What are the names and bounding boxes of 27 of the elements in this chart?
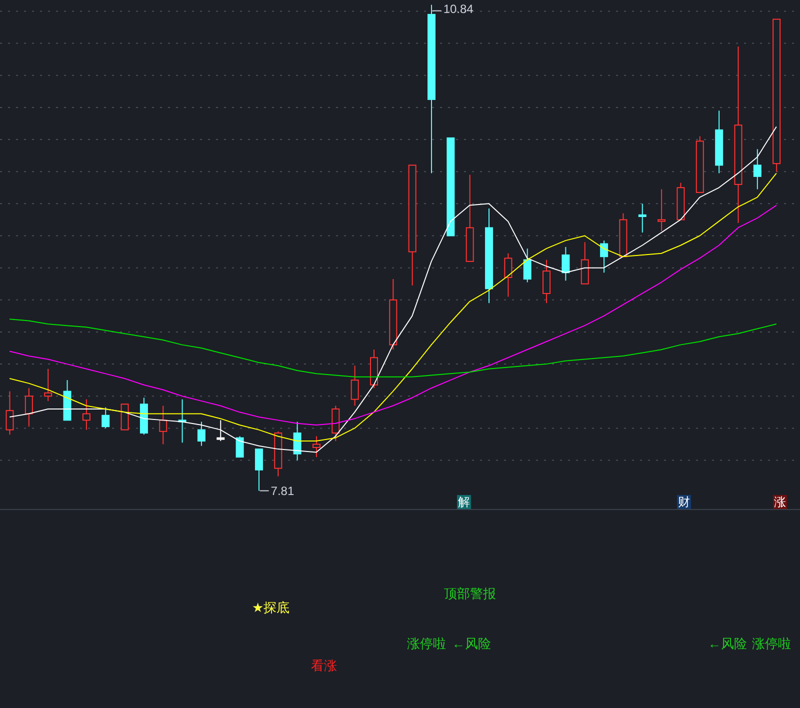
- candlestick: [485, 208, 494, 304]
- candlestick: [638, 203, 646, 234]
- candlestick: [159, 405, 168, 445]
- annotation: 解: [458, 495, 470, 509]
- candlestick: [350, 365, 359, 406]
- text: 涨停啦: [752, 636, 791, 651]
- text: ←风险: [452, 636, 491, 651]
- text: ←风险: [708, 636, 747, 651]
- text: ★探底: [252, 600, 290, 615]
- candlestick: [600, 240, 608, 274]
- text: 顶部警报: [444, 586, 496, 601]
- candlestick: [542, 259, 551, 304]
- candlestick: [753, 148, 762, 190]
- candlestick: [734, 46, 742, 224]
- candlestick: [293, 421, 302, 461]
- annotation: 7.81: [270, 484, 294, 498]
- annotation: 10.84: [443, 2, 474, 16]
- text: 看涨: [311, 658, 337, 673]
- candlestick: [715, 110, 724, 174]
- candlestick: [82, 398, 90, 430]
- candlestick: [562, 246, 570, 282]
- candlestick: [658, 188, 666, 232]
- annotation: 财: [678, 495, 690, 509]
- text: 涨停啦: [407, 636, 446, 651]
- candlestick: [24, 388, 33, 428]
- annotation: 涨: [774, 495, 786, 509]
- candlestick: [44, 368, 52, 402]
